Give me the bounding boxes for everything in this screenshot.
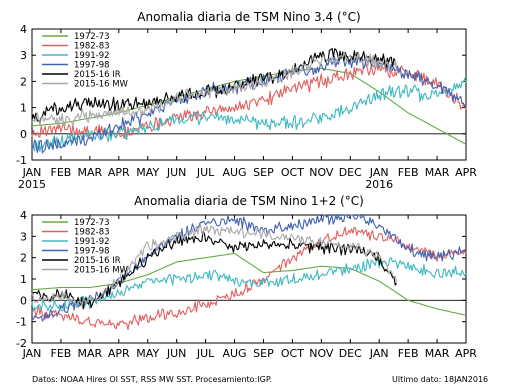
plot-frame (31, 28, 467, 161)
y-tick-label: -2 (16, 337, 27, 350)
y-tick-label: 0 (20, 128, 27, 141)
x-tick-label: APR (108, 166, 130, 179)
legend-label: 1972-73 (74, 218, 110, 228)
legend-label: 1997-98 (74, 61, 110, 71)
series-line (31, 77, 467, 153)
series-line (31, 67, 467, 145)
series-line (31, 214, 467, 322)
y-tick-label: -1 (16, 316, 27, 329)
x-tick-label: SEP (253, 347, 274, 360)
legend-label: 2015-16 MW (74, 266, 129, 276)
chart-title: Anomalia diaria de TSM Nino 1+2 (°C) (134, 194, 364, 208)
year-label: 2016 (365, 178, 393, 191)
x-tick-label: OCT (281, 166, 304, 179)
x-tick-label: NOV (309, 166, 334, 179)
series-line (31, 252, 467, 316)
legend-label: 1997-98 (74, 247, 110, 257)
y-tick-label: 2 (20, 252, 27, 265)
legend-label: 1991-92 (74, 51, 110, 61)
x-tick-label: JUN (166, 166, 187, 179)
nino12-chart: Anomalia diaria de TSM Nino 1+2 (°C) -2 -1… (16, 194, 477, 360)
series-line (31, 61, 467, 140)
x-tick-label: APR (455, 347, 477, 360)
x-tick-label: NOV (309, 347, 334, 360)
x-tick-label: MAY (136, 166, 159, 179)
legend-label: 2015-16 IR (74, 70, 121, 80)
y-tick-label: 1 (20, 102, 27, 115)
x-tick-label: MAR (425, 166, 450, 179)
x-tick-label: JUL (196, 347, 215, 360)
x-tick-label: JUL (196, 166, 215, 179)
y-tick-label: 1 (20, 273, 27, 286)
legend-label: 2015-16 MW (74, 80, 129, 90)
footer-sources: Datos: NOAA Hires OI SST, RSS MW SST. Pr… (32, 375, 272, 384)
y-tick-label: 4 (20, 23, 27, 36)
x-tick-label: AUG (222, 347, 246, 360)
x-tick-label: DEC (339, 347, 362, 360)
year-label: 2015 (18, 178, 46, 191)
series-line (31, 47, 398, 123)
y-tick-label: 2 (20, 75, 27, 88)
x-tick-label: JAN (22, 347, 42, 360)
x-tick-label: JAN (22, 166, 42, 179)
x-tick-label: OCT (281, 347, 304, 360)
x-tick-label: APR (455, 166, 477, 179)
series-line (31, 257, 467, 312)
y-tick-label: -1 (16, 154, 27, 167)
y-tick-label: 3 (20, 230, 27, 243)
series-line (31, 51, 398, 128)
legend-label: 1972-73 (74, 32, 110, 42)
x-tick-label: FEB (398, 166, 419, 179)
x-tick-label: MAR (78, 347, 103, 360)
x-tick-label: MAY (136, 347, 159, 360)
x-tick-label: SEP (253, 166, 274, 179)
footer-last-date: Ultimo dato: 18JAN2016 (392, 375, 488, 384)
x-tick-label: JAN (369, 347, 389, 360)
series-line (31, 223, 398, 308)
x-tick-label: FEB (398, 347, 419, 360)
series-line (31, 231, 398, 310)
legend-label: 1982-83 (74, 42, 110, 52)
x-tick-label: MAR (425, 347, 450, 360)
y-tick-label: 3 (20, 49, 27, 62)
x-tick-label: MAR (78, 166, 103, 179)
x-tick-label: AUG (222, 166, 246, 179)
x-tick-label: FEB (51, 166, 72, 179)
series-line (31, 226, 467, 331)
legend-label: 1982-83 (74, 228, 110, 238)
x-tick-label: JUN (166, 347, 187, 360)
y-tick-label: 0 (20, 294, 27, 307)
legend-label: 2015-16 IR (74, 256, 121, 266)
x-tick-label: APR (108, 347, 130, 360)
x-tick-label: JAN (369, 166, 389, 179)
x-tick-label: FEB (51, 347, 72, 360)
legend-label: 1991-92 (74, 237, 110, 247)
x-tick-label: DEC (339, 166, 362, 179)
nino34-chart: Anomalia diaria de TSM Nino 3.4 (°C) -1 0 1… (16, 10, 477, 191)
y-tick-label: 4 (20, 209, 27, 222)
chart-title: Anomalia diaria de TSM Nino 3.4 (°C) (137, 10, 360, 24)
